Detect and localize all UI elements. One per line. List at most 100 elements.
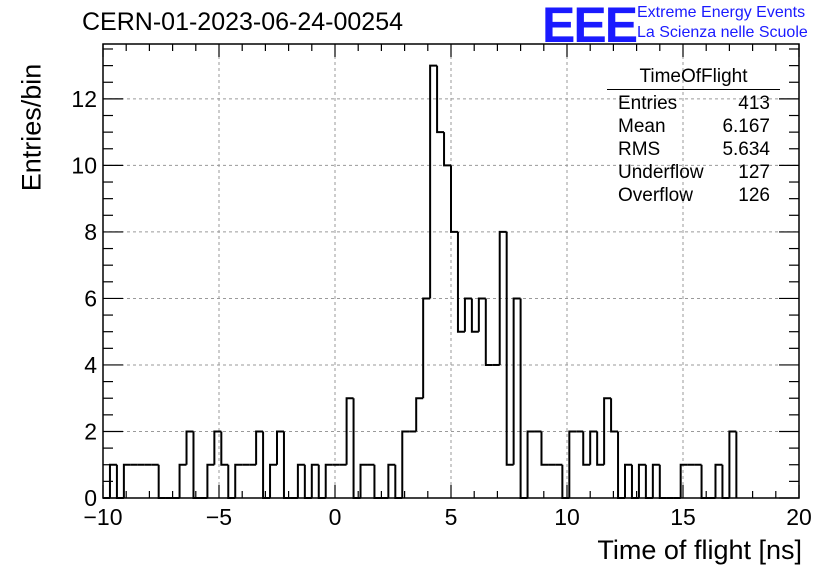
histogram-bin (213, 430, 222, 465)
histogram-bin (422, 297, 431, 399)
histogram-bin (387, 463, 396, 498)
histogram-bin (310, 463, 319, 498)
histogram-bin (582, 431, 591, 466)
eee-logo: EEE (542, 0, 638, 53)
histogram-bin (359, 463, 368, 498)
histogram-bin (429, 64, 438, 299)
histogram-bin (352, 398, 361, 499)
histogram-bin (603, 397, 612, 465)
logo-subtitle-2: La Scienza nelle Scuole (637, 24, 808, 41)
y-axis-label: Entries/bin (16, 63, 47, 192)
y-tick-label: 6 (84, 285, 97, 311)
logo-subtitle-1: Extreme Energy Events (637, 4, 806, 21)
histogram-bin (269, 463, 277, 498)
histogram-bin (255, 430, 264, 465)
histogram-bin (262, 431, 271, 499)
histogram-bin (185, 430, 194, 465)
histogram-bin (303, 464, 312, 499)
x-tick-label: 10 (554, 504, 580, 530)
histogram-bin (596, 431, 605, 466)
histogram-bin (568, 430, 577, 498)
histogram-bin (470, 298, 479, 333)
stats-label: Underflow (618, 162, 704, 183)
y-tick-label: 2 (84, 418, 97, 444)
histogram-bin (456, 231, 465, 333)
stats-row-underflow: Underflow 127 (607, 161, 780, 184)
histogram-bin (192, 431, 201, 499)
x-tick-label: −5 (206, 504, 232, 530)
histogram-bin (115, 464, 124, 499)
histogram-bin (206, 463, 215, 498)
histogram-bin (624, 463, 632, 498)
y-tick-label: 0 (84, 485, 97, 511)
y-tick-label: 8 (84, 219, 97, 245)
histogram-bin (401, 430, 410, 498)
histogram-bin (728, 430, 737, 498)
histogram-bin (721, 464, 730, 499)
histogram-bin (484, 298, 493, 366)
histogram-bin (512, 297, 521, 465)
axis-ticks (102, 44, 800, 499)
histogram-bin (498, 230, 507, 365)
histogram-bin (644, 464, 653, 499)
histogram-bin (610, 398, 619, 433)
histogram-bin (450, 165, 458, 233)
x-axis-label: Time of flight [ns] (597, 535, 802, 565)
x-tick-label: −10 (83, 504, 122, 530)
histogram-bin (220, 431, 229, 466)
stats-value: 5.634 (722, 139, 770, 160)
histogram-bin (679, 463, 688, 498)
y-tick-label: 12 (71, 86, 97, 112)
histogram-bin (227, 464, 236, 499)
x-tick-label: 20 (786, 504, 812, 530)
histogram-bin (415, 397, 424, 432)
stats-label: Overflow (618, 185, 693, 206)
chart-title: CERN-01-2023-06-24-00254 (82, 8, 404, 36)
x-tick-labels: −10 −5 0 5 10 15 20 (83, 504, 811, 530)
x-tick-label: 15 (670, 504, 696, 530)
histogram-bin (651, 463, 660, 498)
stats-row-rms: RMS 5.634 (607, 138, 780, 161)
stats-value: 413 (738, 93, 770, 114)
histogram-bin (373, 464, 382, 499)
stats-label: Entries (618, 93, 678, 114)
histogram-bin (700, 464, 709, 499)
histogram-bin (617, 431, 625, 499)
stats-row-overflow: Overflow 126 (607, 184, 780, 207)
histogram-bin (463, 297, 472, 332)
histogram-bin (561, 464, 570, 499)
stats-value: 126 (738, 185, 770, 206)
histogram-bin (637, 463, 646, 498)
histogram-bin (276, 430, 284, 465)
stats-title: TimeOfFlight (607, 66, 780, 90)
histogram-bin (630, 464, 639, 499)
y-tick-label: 10 (71, 152, 97, 178)
x-tick-label: 5 (445, 504, 458, 530)
histogram-bin (589, 430, 598, 465)
y-tick-labels: 0 2 4 6 8 10 12 (71, 86, 97, 511)
histogram-bin (436, 65, 445, 134)
histogram-bin (540, 431, 549, 466)
histogram-bin (443, 132, 451, 167)
histogram-bin (282, 431, 291, 499)
histogram-bin (317, 464, 326, 499)
histogram-bin (394, 464, 403, 499)
stats-box: TimeOfFlight Entries 413 Mean 6.167 RMS … (607, 66, 780, 207)
stats-row-entries: Entries 413 (607, 92, 780, 115)
stats-value: 127 (738, 162, 770, 183)
histogram-bin (505, 231, 514, 466)
histogram-bin (345, 397, 354, 465)
histogram-bin (296, 463, 305, 498)
histogram-bars (103, 64, 738, 499)
y-tick-label: 4 (84, 352, 97, 378)
histogram-bin (477, 297, 486, 332)
histogram-bin (157, 464, 166, 499)
histogram-bin (658, 464, 667, 499)
histogram-bin (178, 463, 187, 498)
histogram-bin (234, 463, 243, 498)
histogram-bin (526, 430, 535, 498)
histogram-bin (122, 463, 131, 498)
stats-label: RMS (618, 139, 661, 160)
histogram-bin (714, 463, 723, 498)
